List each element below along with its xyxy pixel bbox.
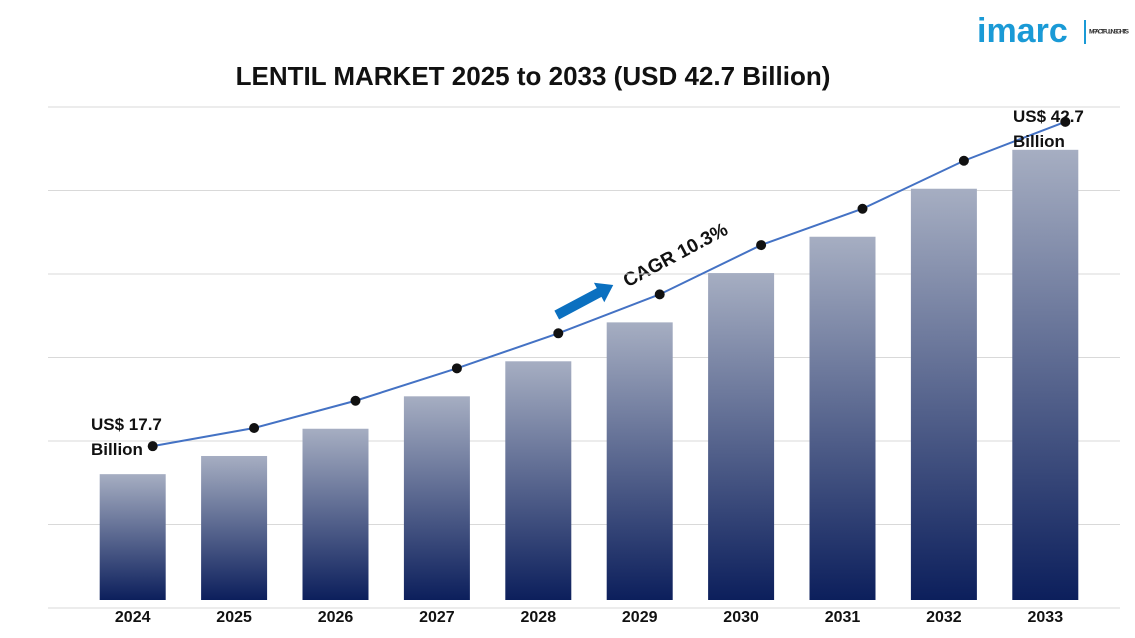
x-tick-label: 2033: [1028, 609, 1064, 626]
bar: [606, 322, 673, 600]
bar: [809, 236, 876, 600]
bar: [302, 428, 369, 600]
x-tick-label: 2025: [216, 609, 252, 626]
trend-point: [451, 363, 462, 374]
trend-point: [350, 395, 361, 406]
x-tick-label: 2030: [723, 609, 759, 626]
x-tick-label: 2026: [318, 609, 354, 626]
trend-point: [249, 422, 260, 433]
trend-point: [756, 240, 767, 251]
bar: [708, 273, 775, 600]
trend-point: [147, 441, 158, 452]
x-tick-label: 2029: [622, 609, 658, 626]
trend-point: [1060, 116, 1071, 127]
trend-line: [152, 120, 1066, 448]
trend-point: [553, 328, 564, 339]
trend-point: [958, 155, 969, 166]
bar: [403, 396, 470, 600]
logo-tagline: IMPACTFUL INSIGHTS: [1089, 29, 1130, 36]
end-annotation: US$ 42.7 Billion: [1013, 107, 1084, 151]
bar: [505, 361, 572, 600]
x-tick-label: 2031: [825, 609, 861, 626]
bar: [99, 474, 166, 600]
start-annotation: US$ 17.7 Billion: [91, 415, 162, 459]
trend-point: [857, 203, 868, 214]
x-tick-label: 2028: [521, 609, 557, 626]
chart-title: LENTIL MARKET 2025 to 2033 (USD 42.7 Bil…: [236, 61, 831, 91]
x-tick-label: 2024: [115, 609, 151, 626]
cagr-arrow: [554, 282, 614, 320]
x-tick-label: 2027: [419, 609, 455, 626]
bar: [910, 188, 977, 601]
bar: [1012, 149, 1079, 600]
x-tick-label: 2032: [926, 609, 962, 626]
logo-name: imarc: [977, 12, 1068, 50]
trend-point: [654, 289, 665, 300]
bar: [201, 455, 268, 600]
